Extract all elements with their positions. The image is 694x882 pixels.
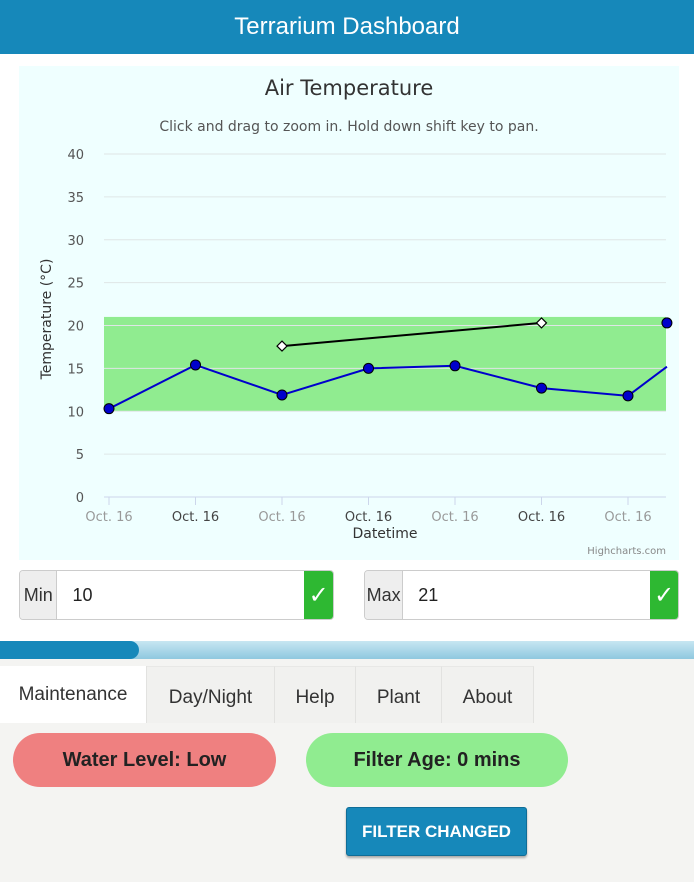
tab-bar: Maintenance Day/Night Help Plant About bbox=[0, 666, 694, 723]
air-temperature-chart[interactable]: 0 5 10 15 20 25 30 35 40 Oct. 16 Oct. 16 Oct. 16 Oc… bbox=[19, 66, 679, 560]
tab-maintenance[interactable]: Maintenance bbox=[0, 666, 147, 723]
app-header: Terrarium Dashboard bbox=[0, 0, 694, 54]
filter-age-badge: Filter Age: 0 mins bbox=[306, 733, 568, 787]
chart-credit[interactable]: Highcharts.com bbox=[587, 546, 666, 557]
progress-bar bbox=[0, 641, 694, 659]
data-point bbox=[661, 317, 673, 329]
progress-fill bbox=[0, 641, 139, 659]
y-axis-title: Temperature (°C) bbox=[39, 259, 55, 381]
data-point bbox=[449, 360, 461, 372]
x-tick-label: Oct. 16 bbox=[85, 510, 132, 525]
x-tick-label: Oct. 16 bbox=[604, 510, 651, 525]
water-level-badge: Water Level: Low bbox=[13, 733, 276, 787]
data-point bbox=[103, 403, 115, 415]
y-tick-label: 25 bbox=[67, 277, 84, 292]
max-label: Max bbox=[365, 571, 404, 619]
x-tick-label: Oct. 16 bbox=[258, 510, 305, 525]
x-tick-label: Oct. 16 bbox=[172, 510, 219, 525]
filter-changed-button[interactable]: FILTER CHANGED bbox=[346, 807, 527, 856]
tab-day-night[interactable]: Day/Night bbox=[147, 666, 275, 723]
app-title: Terrarium Dashboard bbox=[234, 13, 460, 40]
y-tick-label: 20 bbox=[67, 320, 84, 335]
min-input[interactable] bbox=[57, 571, 305, 619]
min-input-group: Min ✓ bbox=[19, 570, 334, 620]
y-tick-label: 5 bbox=[76, 448, 84, 463]
tab-about[interactable]: About bbox=[442, 666, 534, 723]
chart-svg[interactable]: 0 5 10 15 20 25 30 35 40 Oct. 16 Oct. 16 Oct. 16 Oc… bbox=[19, 66, 679, 560]
y-tick-label: 15 bbox=[67, 362, 84, 377]
min-label: Min bbox=[20, 571, 58, 619]
data-point bbox=[535, 317, 548, 329]
checkmark-icon: ✓ bbox=[654, 581, 675, 609]
y-tick-label: 30 bbox=[67, 234, 84, 249]
chart-subtitle: Click and drag to zoom in. Hold down shi… bbox=[159, 119, 538, 135]
chart-band bbox=[104, 316, 666, 412]
data-point bbox=[276, 389, 288, 401]
data-point bbox=[276, 340, 288, 352]
y-tick-label: 40 bbox=[67, 148, 84, 163]
checkmark-icon: ✓ bbox=[308, 581, 329, 609]
data-point bbox=[622, 390, 634, 402]
x-tick-label: Oct. 16 bbox=[431, 510, 478, 525]
series-line bbox=[281, 321, 542, 348]
x-tick-label: Oct. 16 bbox=[345, 510, 392, 525]
tab-plant[interactable]: Plant bbox=[356, 666, 442, 723]
x-tick-label: Oct. 16 bbox=[518, 510, 565, 525]
y-tick-label: 0 bbox=[76, 491, 84, 506]
data-point bbox=[190, 359, 201, 371]
y-tick-label: 10 bbox=[67, 405, 84, 420]
max-input-group: Max ✓ bbox=[364, 570, 679, 620]
x-axis-title: Datetime bbox=[352, 526, 417, 542]
series-line bbox=[108, 363, 668, 410]
tab-help[interactable]: Help bbox=[275, 666, 356, 723]
min-confirm-button[interactable]: ✓ bbox=[304, 571, 333, 619]
max-confirm-button[interactable]: ✓ bbox=[650, 571, 678, 619]
max-input[interactable] bbox=[403, 571, 651, 619]
chart-panel: 0 5 10 15 20 25 30 35 40 Oct. 16 Oct. 16 Oct. 16 Oc… bbox=[0, 54, 694, 642]
y-tick-label: 35 bbox=[67, 191, 84, 206]
chart-title: Air Temperature bbox=[265, 76, 434, 100]
data-point bbox=[363, 362, 374, 374]
data-point bbox=[536, 382, 547, 394]
